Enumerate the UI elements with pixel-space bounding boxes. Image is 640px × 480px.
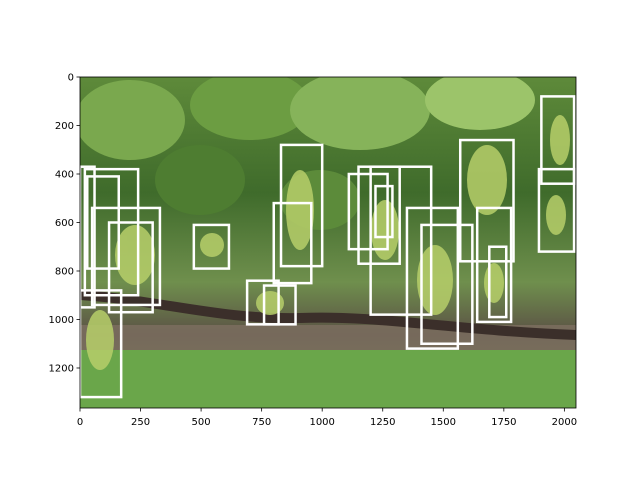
detection-box [475, 206, 513, 324]
axes-frame [79, 76, 577, 409]
detection-boxes [78, 95, 576, 399]
y-tick-label: 0 [68, 73, 74, 84]
detection-box [488, 245, 508, 319]
x-tick-label: 750 [252, 417, 271, 428]
detection-box [192, 223, 231, 270]
detection-box [537, 167, 576, 253]
detection-box [405, 206, 460, 350]
x-tick-label: 1750 [491, 417, 516, 428]
y-tick-label: 400 [55, 169, 74, 180]
x-tick-label: 0 [77, 417, 83, 428]
detection-box [272, 201, 313, 285]
x-tick-label: 2000 [552, 417, 577, 428]
y-tick-label: 200 [55, 121, 74, 132]
detection-box [540, 95, 576, 185]
y-axis-ticks: 0 200 400 600 800 1000 1200 [49, 73, 80, 374]
detection-box [347, 172, 389, 251]
y-tick-label: 600 [55, 218, 74, 229]
x-tick-label: 500 [192, 417, 211, 428]
detection-box [374, 184, 394, 239]
detection-box [90, 206, 162, 307]
detection-box [369, 165, 433, 316]
y-tick-label: 1000 [49, 315, 74, 326]
y-tick-label: 1200 [49, 363, 74, 374]
detection-box [458, 138, 515, 263]
detection-box [107, 221, 154, 314]
x-tick-label: 1500 [431, 417, 456, 428]
vineyard-photo [80, 77, 576, 408]
x-tick-label: 1000 [309, 417, 334, 428]
detection-box [83, 167, 140, 297]
x-axis-ticks: 0 250 500 750 1000 1250 1500 1750 2000 [77, 408, 577, 428]
detection-box [279, 143, 324, 268]
y-tick-label: 800 [55, 266, 74, 277]
detection-box [420, 223, 474, 345]
x-tick-label: 250 [131, 417, 150, 428]
detection-box [262, 284, 297, 326]
x-tick-label: 1250 [370, 417, 395, 428]
